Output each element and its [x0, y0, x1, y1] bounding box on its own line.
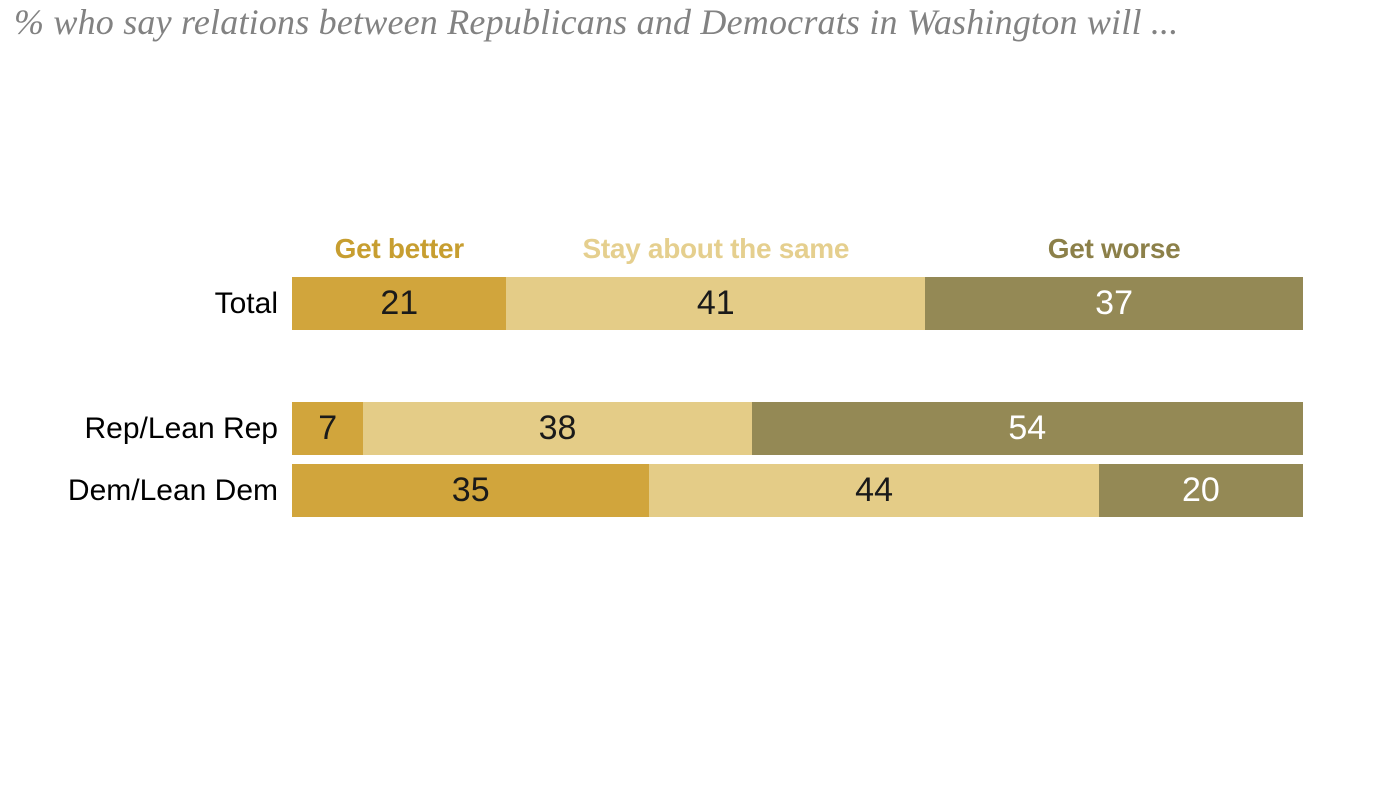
bar-row: Total 21 41 37 — [0, 277, 1303, 330]
legend-label: Get better — [334, 233, 465, 264]
bar-row: Rep/Lean Rep 7 38 54 — [0, 402, 1303, 455]
bar-row: Dem/Lean Dem 35 44 20 — [0, 464, 1303, 517]
stacked-bar: 35 44 20 — [292, 464, 1303, 517]
stacked-bar: 7 38 54 — [292, 402, 1303, 455]
legend-label: Stay about the same — [582, 233, 850, 264]
stacked-bar: 21 41 37 — [292, 277, 1303, 330]
bar-segment: 7 — [292, 402, 364, 455]
bar-segment: 37 — [925, 277, 1303, 330]
bar-segment: 41 — [506, 277, 926, 330]
legend-row: Get better Stay about the same Get worse — [292, 233, 1303, 265]
bar-segment: 44 — [649, 464, 1099, 517]
bar-segment: 38 — [363, 402, 752, 455]
chart-title: % who say relations between Republicans … — [14, 2, 1179, 42]
bar-segment: 35 — [292, 464, 650, 517]
bar-segment: 20 — [1098, 464, 1303, 517]
row-label: Rep/Lean Rep — [84, 411, 278, 445]
legend-label: Get worse — [1047, 233, 1181, 264]
row-label: Total — [214, 286, 278, 320]
bar-segment: 21 — [292, 277, 507, 330]
bar-segment: 54 — [751, 402, 1303, 455]
row-label: Dem/Lean Dem — [67, 473, 278, 507]
